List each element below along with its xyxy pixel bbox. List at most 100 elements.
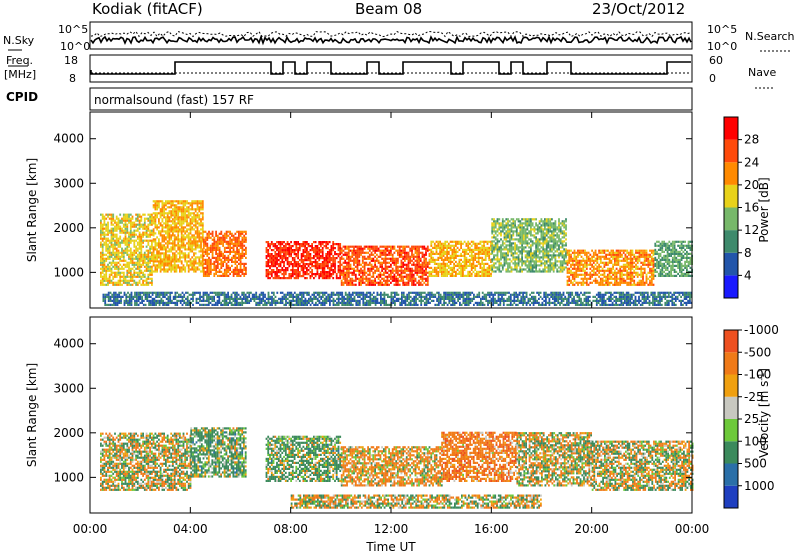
heatmap-cell	[187, 244, 190, 247]
heatmap-cell	[184, 260, 187, 263]
heatmap-cell	[114, 273, 116, 276]
heatmap-cell	[129, 261, 132, 264]
heatmap-cell	[505, 236, 508, 239]
heatmap-cell	[621, 265, 623, 268]
heatmap-cell	[542, 244, 545, 247]
heatmap-cell	[433, 262, 436, 265]
heatmap-cell	[103, 261, 106, 264]
heatmap-cell	[603, 261, 606, 264]
heatmap-cell	[239, 254, 242, 257]
heatmap-cell	[216, 244, 219, 247]
heatmap-cell	[215, 248, 217, 251]
heatmap-cell	[339, 277, 342, 280]
heatmap-cell	[323, 245, 326, 248]
heatmap-cell	[365, 251, 368, 254]
heatmap-cell	[494, 244, 497, 247]
heatmap-cell	[397, 269, 399, 272]
heatmap-cell	[298, 271, 301, 274]
heatmap-cell	[563, 240, 566, 243]
heatmap-cell	[298, 247, 301, 250]
heatmap-cell	[290, 245, 292, 248]
heatmap-cell	[439, 252, 441, 255]
heatmap-cell	[208, 234, 210, 237]
heatmap-cell	[358, 269, 361, 272]
heatmap-cell	[295, 275, 298, 278]
heatmap-cell	[354, 261, 357, 264]
heatmap-cell	[170, 258, 173, 261]
heatmap-cell	[479, 274, 482, 277]
heatmap-cell	[601, 251, 604, 254]
heatmap-cell	[156, 264, 158, 267]
heatmap-cell	[535, 238, 537, 241]
nave-tick-0: 0	[709, 72, 716, 85]
heatmap-cell	[168, 238, 171, 241]
heatmap-cell	[290, 269, 292, 272]
heatmap-cell	[152, 258, 155, 261]
heatmap-cell	[154, 212, 157, 215]
heatmap-cell	[107, 249, 109, 252]
heatmap-cell	[474, 266, 477, 269]
heatmap-cell	[358, 249, 361, 252]
heatmap-cell	[407, 261, 410, 264]
heatmap-cell	[416, 271, 419, 274]
heatmap-cell	[594, 273, 597, 276]
heatmap-cell	[128, 279, 130, 282]
heatmap-cell	[186, 210, 188, 213]
heatmap-cell	[168, 260, 171, 263]
heatmap-cell	[573, 253, 576, 256]
heatmap-cell	[601, 249, 604, 252]
heatmap-cell	[344, 245, 347, 248]
heatmap-cell	[177, 232, 180, 235]
heatmap-cell	[490, 240, 492, 243]
heatmap-cell	[191, 236, 194, 239]
heatmap-cell	[358, 277, 361, 280]
heatmap-cell	[584, 263, 586, 266]
heatmap-cell	[201, 264, 204, 267]
heatmap-cell	[354, 283, 357, 286]
heatmap-cell	[293, 249, 296, 252]
heatmap-cell	[519, 240, 522, 243]
heatmap-cell	[128, 215, 130, 218]
heatmap-cell	[152, 252, 155, 255]
heatmap-cell	[398, 255, 401, 258]
heatmap-cell	[172, 258, 174, 261]
heatmap-cell	[598, 283, 600, 286]
heatmap-cell	[374, 261, 376, 264]
heatmap-cell	[279, 277, 282, 280]
heatmap-cell	[154, 256, 157, 259]
heatmap-cell	[304, 241, 306, 244]
heatmap-cell	[491, 228, 494, 231]
heatmap-cell	[223, 240, 226, 243]
heatmap-cell	[126, 261, 129, 264]
heatmap-cell	[191, 216, 194, 219]
heatmap-cell	[286, 253, 289, 256]
heatmap-cell	[112, 247, 115, 250]
heatmap-cell	[105, 229, 108, 232]
heatmap-cell	[339, 269, 342, 272]
heatmap-cell	[200, 228, 202, 231]
heatmap-cell	[121, 219, 123, 222]
heatmap-cell	[571, 275, 574, 278]
heatmap-cell	[216, 236, 219, 239]
heatmap-cell	[559, 264, 562, 267]
heatmap-cell	[177, 230, 180, 233]
heatmap-cell	[220, 274, 223, 277]
heatmap-cell	[223, 258, 226, 261]
heatmap-cell	[311, 243, 313, 246]
heatmap-cell	[128, 213, 130, 216]
heatmap-cell	[519, 270, 522, 273]
heatmap-cell	[117, 221, 120, 224]
heatmap-cell	[393, 275, 396, 278]
heatmap-cell	[483, 268, 485, 271]
heatmap-cell	[213, 260, 216, 263]
heatmap-cell	[356, 249, 359, 252]
heatmap-cell	[122, 237, 125, 240]
heatmap-cell	[409, 275, 412, 278]
heatmap-cell	[615, 255, 618, 258]
heatmap-cell	[119, 273, 122, 276]
heatmap-cell	[554, 242, 557, 245]
heatmap-cell	[223, 248, 226, 251]
heatmap-cell	[538, 248, 541, 251]
heatmap-cell	[143, 231, 146, 234]
heatmap-cell	[404, 263, 406, 266]
